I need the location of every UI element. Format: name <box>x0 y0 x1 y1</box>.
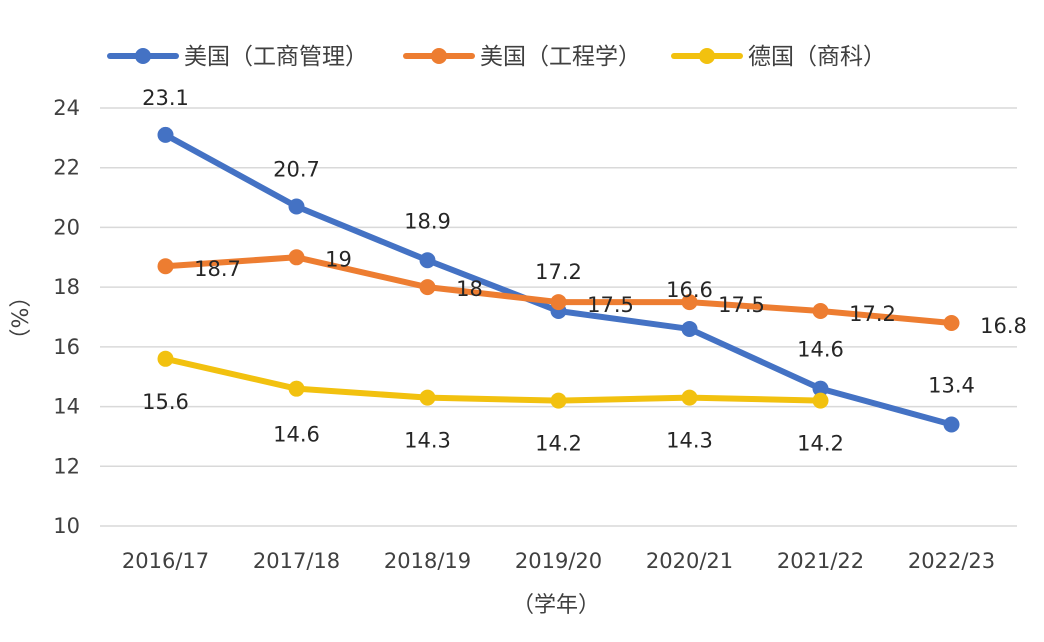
x-tick-label-2022-23: 2022/23 <box>908 549 995 573</box>
data-label-1-3: 17.5 <box>587 293 634 317</box>
y-tick-label-14: 14 <box>53 395 80 419</box>
data-label-1-6: 16.8 <box>980 314 1027 338</box>
data-label-0-5: 14.6 <box>797 338 844 362</box>
data-label-2-5: 14.2 <box>797 432 844 456</box>
data-label-1-0: 18.7 <box>194 257 241 281</box>
legend-marker-1 <box>431 48 447 64</box>
series-2-marker-5 <box>812 392 829 409</box>
data-label-0-3: 17.2 <box>535 260 582 284</box>
data-label-0-0: 23.1 <box>142 86 189 110</box>
legend-marker-2 <box>699 48 715 64</box>
y-tick-label-10: 10 <box>53 514 80 538</box>
legend-label-1: 美国（工程学） <box>480 44 641 70</box>
series-1-marker-6 <box>943 314 960 331</box>
y-tick-label-18: 18 <box>53 275 80 299</box>
series-lines <box>157 126 960 433</box>
legend-label-2: 德国（商科） <box>748 44 886 70</box>
data-label-2-4: 14.3 <box>666 429 713 453</box>
x-tick-label-2018-19: 2018/19 <box>384 549 471 573</box>
y-tick-label-24: 24 <box>53 96 80 120</box>
series-0-marker-0 <box>157 126 174 143</box>
series-2-marker-3 <box>550 392 567 409</box>
series-2-marker-4 <box>681 389 698 406</box>
series-1-marker-0 <box>157 258 174 275</box>
y-axis-tick-labels: 10 12 14 16 18 20 22 24 <box>53 96 80 538</box>
series-0-marker-5 <box>812 380 829 397</box>
series-1-marker-5 <box>812 303 829 320</box>
series-line-2 <box>162 355 824 404</box>
x-tick-label-2021-22: 2021/22 <box>777 549 864 573</box>
x-tick-label-2017-18: 2017/18 <box>253 549 340 573</box>
legend-label-0: 美国（工商管理） <box>184 44 368 70</box>
x-axis-tick-labels: 2016/17 2017/18 2018/19 2019/20 2020/21 2021/… <box>122 549 995 573</box>
data-labels: 23.1 20.7 18.9 17.2 16.6 14.6 13.4 18.7 19 18 17.5… <box>142 86 1027 456</box>
x-axis-title: （学年） <box>512 593 600 618</box>
series-0-marker-4 <box>681 320 698 337</box>
series-0-marker-1 <box>288 198 305 215</box>
data-label-0-4: 16.6 <box>666 278 713 302</box>
y-tick-label-16: 16 <box>53 335 80 359</box>
data-label-0-6: 13.4 <box>928 373 975 397</box>
series-2-marker-0 <box>157 350 174 367</box>
x-tick-label-2020-21: 2020/21 <box>646 549 733 573</box>
y-tick-label-20: 20 <box>53 215 80 239</box>
legend: 美国（工商管理） 美国（工程学） 德国（商科） <box>107 44 886 70</box>
y-tick-label-12: 12 <box>53 454 80 478</box>
data-label-2-1: 14.6 <box>273 423 320 447</box>
series-2-marker-2 <box>419 389 436 406</box>
series-1-marker-3 <box>550 294 567 311</box>
data-label-0-1: 20.7 <box>273 158 320 182</box>
data-label-1-2: 18 <box>456 277 483 301</box>
series-0-marker-2 <box>419 252 436 269</box>
data-label-1-4: 17.5 <box>718 293 765 317</box>
y-tick-label-22: 22 <box>53 156 80 180</box>
series-1-marker-2 <box>419 279 436 296</box>
data-label-2-3: 14.2 <box>535 432 582 456</box>
x-tick-label-2016-17: 2016/17 <box>122 549 209 573</box>
data-label-1-1: 19 <box>325 247 352 271</box>
series-1-marker-1 <box>288 249 305 266</box>
legend-marker-0 <box>135 48 151 64</box>
y-axis-title: （%） <box>9 286 34 351</box>
data-label-2-0: 15.6 <box>142 390 189 414</box>
data-label-2-2: 14.3 <box>404 429 451 453</box>
data-label-0-2: 18.9 <box>404 209 451 233</box>
series-2-marker-1 <box>288 380 305 397</box>
series-1-marker-4 <box>681 294 698 311</box>
x-tick-label-2019-20: 2019/20 <box>515 549 602 573</box>
series-0-marker-6 <box>943 416 960 433</box>
data-label-1-5: 17.2 <box>849 302 896 326</box>
